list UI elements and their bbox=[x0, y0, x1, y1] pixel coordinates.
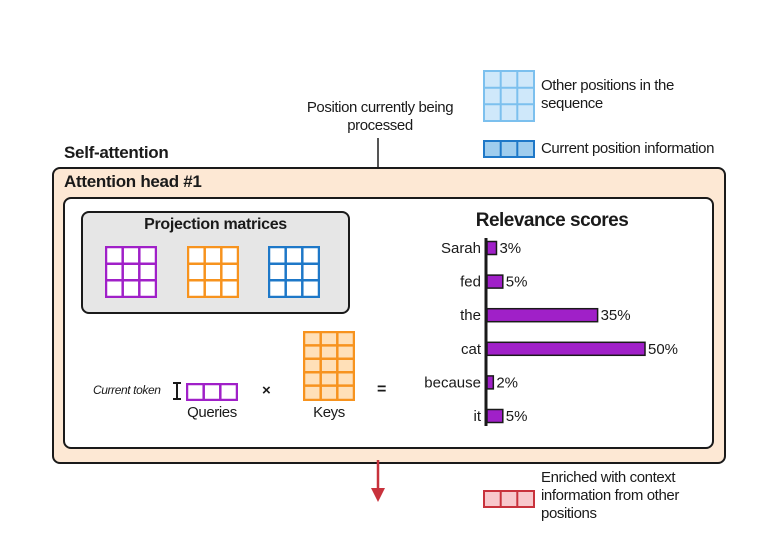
value-label: 5% bbox=[506, 408, 528, 425]
token-cursor-icon bbox=[173, 382, 181, 400]
projection-matrices-label: Projection matrices bbox=[144, 216, 287, 233]
category-label: it bbox=[474, 408, 482, 425]
category-label: fed bbox=[460, 274, 481, 291]
relevance-bar bbox=[486, 408, 504, 424]
multiply-symbol: × bbox=[262, 382, 271, 399]
value-label: 35% bbox=[601, 307, 631, 324]
value-label: 5% bbox=[506, 274, 528, 291]
queries-label: Queries bbox=[187, 404, 237, 421]
relevance-bar bbox=[486, 341, 646, 357]
value-label: 3% bbox=[499, 240, 521, 257]
value-label: 2% bbox=[496, 374, 518, 391]
relevance-scores-title: Relevance scores bbox=[475, 210, 629, 231]
current-token-label: Current token bbox=[93, 383, 161, 397]
value-label: 50% bbox=[648, 341, 678, 358]
keys-matrix-icon bbox=[303, 331, 355, 401]
key-projection-matrix-icon bbox=[187, 246, 239, 298]
current-position-legend-icon bbox=[483, 140, 535, 158]
category-label: Sarah bbox=[441, 240, 481, 257]
enriched-legend-icon bbox=[483, 490, 535, 508]
self-attention-label: Self-attention bbox=[64, 143, 169, 162]
other-positions-legend-icon bbox=[483, 70, 535, 122]
category-label: the bbox=[460, 307, 481, 324]
current-position-legend-label: Current position information bbox=[541, 140, 715, 157]
output-arrow-icon bbox=[371, 460, 385, 502]
category-label: cat bbox=[461, 341, 482, 358]
value-projection-matrix-icon bbox=[268, 246, 320, 298]
relevance-scores-chart: Sarah 3% fed 5% the 35% cat 50% because 2% it 5% bbox=[424, 238, 678, 426]
queries-vector-icon bbox=[186, 383, 238, 401]
attention-head-label: Attention head #1 bbox=[64, 172, 202, 191]
equals-symbol: = bbox=[377, 381, 387, 398]
relevance-bar bbox=[486, 240, 498, 256]
relevance-bar bbox=[486, 307, 599, 323]
keys-label: Keys bbox=[313, 404, 345, 421]
relevance-bar bbox=[486, 375, 495, 390]
category-label: because bbox=[424, 374, 481, 391]
enriched-legend-label: Enriched with context information from o… bbox=[541, 469, 679, 522]
query-projection-matrix-icon bbox=[105, 246, 157, 298]
other-positions-legend-label: Other positions in the sequence bbox=[541, 77, 674, 112]
relevance-bar bbox=[486, 274, 504, 289]
processing-position-label: Position currently being processed bbox=[306, 99, 454, 134]
